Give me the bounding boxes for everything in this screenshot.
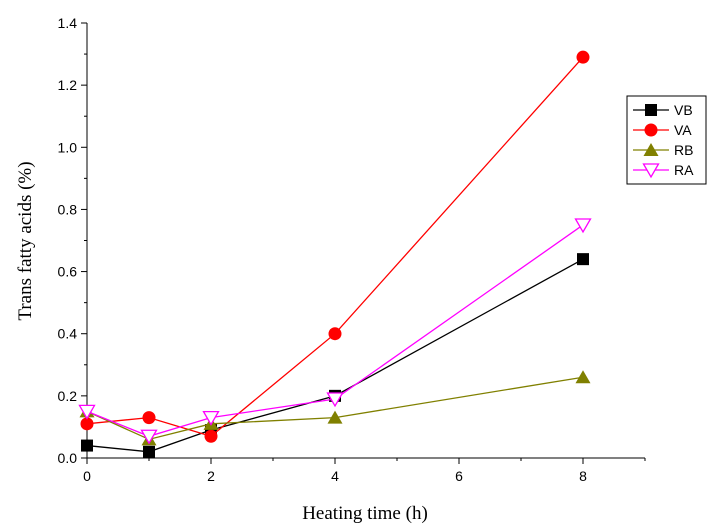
legend-item-va: VA xyxy=(633,122,692,138)
x-tick-label: 8 xyxy=(579,468,587,484)
data-point xyxy=(577,253,589,266)
x-tick-label: 6 xyxy=(455,468,463,484)
data-point xyxy=(328,327,342,341)
data-point xyxy=(326,392,344,408)
y-tick-label: 1.4 xyxy=(58,15,78,31)
y-tick-label: 0.0 xyxy=(58,450,78,466)
legend-item-ra: RA xyxy=(633,162,694,179)
x-tick-label: 4 xyxy=(331,468,339,484)
legend-item-vb: VB xyxy=(633,102,693,118)
data-point xyxy=(142,411,156,425)
series-vb xyxy=(81,253,589,458)
data-point xyxy=(204,429,218,443)
legend: VB VA RB RA xyxy=(626,95,707,185)
series-ra xyxy=(78,218,592,445)
y-tick-label: 0.2 xyxy=(58,388,78,404)
series-line xyxy=(86,56,584,437)
legend-item-rb: RB xyxy=(633,142,693,158)
y-tick-label: 0.8 xyxy=(58,201,78,217)
series-layer xyxy=(78,50,592,458)
data-point xyxy=(140,429,158,445)
data-point xyxy=(575,370,591,384)
data-point xyxy=(143,445,155,458)
series-va xyxy=(80,50,590,443)
legend-marker xyxy=(645,104,657,116)
legend-label: VA xyxy=(674,122,692,138)
x-axis-label: Heating time (h) xyxy=(302,503,428,524)
data-point xyxy=(576,50,590,64)
legend-marker xyxy=(644,123,658,137)
y-axis-label: Trans fatty acids (%) xyxy=(15,161,36,320)
data-point xyxy=(80,417,94,431)
legend-marker xyxy=(642,163,660,179)
legend-label: RB xyxy=(674,142,693,158)
legend-marker xyxy=(643,143,659,156)
y-tick-label: 1.2 xyxy=(58,77,78,93)
data-point xyxy=(574,218,592,234)
data-point xyxy=(327,410,343,424)
x-tick-label: 0 xyxy=(83,468,91,484)
legend-label: VB xyxy=(674,102,693,118)
series-line xyxy=(86,376,584,441)
y-tick-label: 0.6 xyxy=(58,264,78,280)
data-point xyxy=(202,410,220,426)
data-point xyxy=(78,404,96,420)
y-tick-label: 1.0 xyxy=(58,139,78,155)
x-tick-label: 2 xyxy=(207,468,215,484)
y-tick-label: 0.4 xyxy=(58,326,78,342)
legend-label: RA xyxy=(674,162,694,178)
data-point xyxy=(81,439,93,452)
axes: 0 2 4 6 8 0.0 0.2 0.4 0.6 0.8 1.0 1.2 1.4 xyxy=(58,15,646,484)
legend-box xyxy=(626,95,707,185)
